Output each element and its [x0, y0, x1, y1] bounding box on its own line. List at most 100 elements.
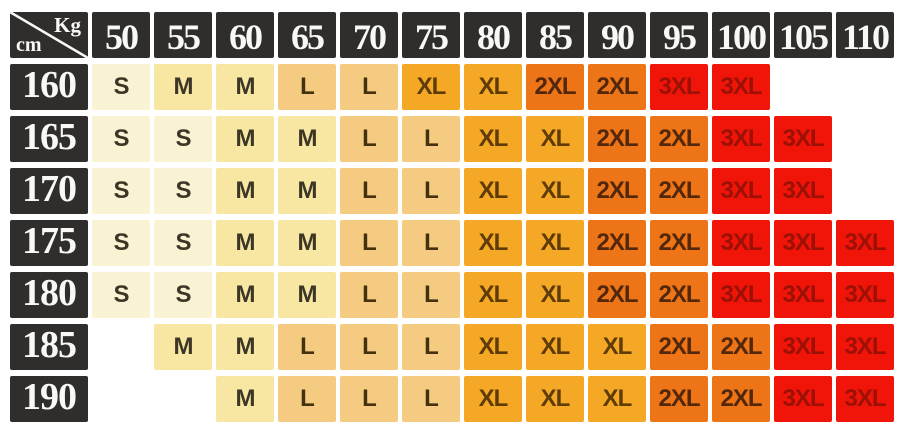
weight-header-cell: 100	[712, 12, 770, 58]
size-cell: L	[340, 376, 398, 422]
size-cell: L	[278, 376, 336, 422]
size-cell: 2XL	[526, 64, 584, 110]
empty-cell	[92, 324, 150, 370]
empty-cell	[774, 64, 832, 110]
size-cell: S	[154, 168, 212, 214]
height-header-cell: 185	[10, 324, 88, 370]
size-cell: XL	[526, 324, 584, 370]
size-cell: XL	[526, 168, 584, 214]
height-axis-label: cm	[16, 34, 42, 56]
weight-header-cell: 50	[92, 12, 150, 58]
size-cell: 3XL	[774, 376, 832, 422]
size-cell: 2XL	[588, 116, 646, 162]
size-cell: XL	[526, 376, 584, 422]
weight-header-cell: 75	[402, 12, 460, 58]
size-cell: M	[216, 168, 274, 214]
size-cell: XL	[464, 324, 522, 370]
height-header-cell: 175	[10, 220, 88, 266]
size-cell: XL	[464, 272, 522, 318]
size-cell: M	[216, 220, 274, 266]
size-cell: S	[154, 220, 212, 266]
size-cell: L	[340, 168, 398, 214]
size-cell: 3XL	[836, 324, 894, 370]
size-cell: L	[402, 168, 460, 214]
size-cell: 2XL	[588, 168, 646, 214]
height-header-cell: 165	[10, 116, 88, 162]
size-cell: L	[402, 272, 460, 318]
size-cell: M	[278, 272, 336, 318]
size-cell: S	[92, 168, 150, 214]
size-cell: XL	[464, 168, 522, 214]
size-cell: M	[216, 324, 274, 370]
size-cell: S	[92, 116, 150, 162]
height-header-cell: 180	[10, 272, 88, 318]
size-cell: 3XL	[712, 64, 770, 110]
size-cell: XL	[464, 376, 522, 422]
size-cell: M	[216, 272, 274, 318]
size-cell: 2XL	[650, 220, 708, 266]
size-cell: S	[92, 220, 150, 266]
size-cell: L	[402, 116, 460, 162]
size-cell: L	[340, 324, 398, 370]
weight-header-cell: 105	[774, 12, 832, 58]
corner-header-cell: Kg cm	[10, 12, 88, 58]
size-cell: XL	[402, 64, 460, 110]
size-cell: 3XL	[650, 64, 708, 110]
size-cell: L	[402, 324, 460, 370]
size-cell: L	[340, 64, 398, 110]
empty-cell	[836, 116, 894, 162]
size-cell: XL	[464, 64, 522, 110]
size-cell: 3XL	[712, 116, 770, 162]
size-cell: 2XL	[588, 220, 646, 266]
size-chart-grid: Kg cm 50 55 60 65 70 75 80 85 90 95 100 105 110 160 S M…	[10, 12, 894, 422]
size-cell: XL	[526, 116, 584, 162]
size-cell: L	[340, 220, 398, 266]
weight-header-cell: 110	[836, 12, 894, 58]
weight-header-cell: 80	[464, 12, 522, 58]
size-cell: 3XL	[836, 376, 894, 422]
size-cell: 3XL	[836, 220, 894, 266]
size-cell: 2XL	[712, 376, 770, 422]
empty-cell	[92, 376, 150, 422]
size-cell: M	[278, 220, 336, 266]
size-cell: M	[154, 64, 212, 110]
weight-header-cell: 95	[650, 12, 708, 58]
size-cell: L	[402, 376, 460, 422]
size-cell: 2XL	[650, 116, 708, 162]
weight-header-cell: 70	[340, 12, 398, 58]
weight-axis-label: Kg	[54, 13, 81, 37]
size-cell: 3XL	[774, 116, 832, 162]
size-cell: XL	[464, 220, 522, 266]
size-cell: XL	[526, 272, 584, 318]
size-cell: M	[216, 376, 274, 422]
size-cell: M	[278, 168, 336, 214]
size-cell: S	[154, 272, 212, 318]
size-cell: 3XL	[774, 324, 832, 370]
size-cell: L	[278, 324, 336, 370]
size-cell: L	[402, 220, 460, 266]
size-cell: 3XL	[712, 272, 770, 318]
size-cell: 3XL	[712, 220, 770, 266]
size-cell: S	[154, 116, 212, 162]
height-header-cell: 160	[10, 64, 88, 110]
size-cell: M	[278, 116, 336, 162]
size-cell: 2XL	[588, 64, 646, 110]
size-cell: 3XL	[836, 272, 894, 318]
size-cell: 2XL	[650, 272, 708, 318]
size-cell: M	[216, 116, 274, 162]
weight-header-cell: 60	[216, 12, 274, 58]
size-cell: XL	[588, 376, 646, 422]
size-cell: 2XL	[712, 324, 770, 370]
empty-cell	[836, 168, 894, 214]
diagonal-divider-icon	[10, 12, 88, 58]
size-cell: L	[278, 64, 336, 110]
size-cell: M	[154, 324, 212, 370]
size-cell: L	[340, 272, 398, 318]
size-cell: S	[92, 64, 150, 110]
size-cell: 2XL	[650, 168, 708, 214]
size-cell: M	[216, 64, 274, 110]
size-cell: S	[92, 272, 150, 318]
height-header-cell: 170	[10, 168, 88, 214]
size-cell: XL	[588, 324, 646, 370]
